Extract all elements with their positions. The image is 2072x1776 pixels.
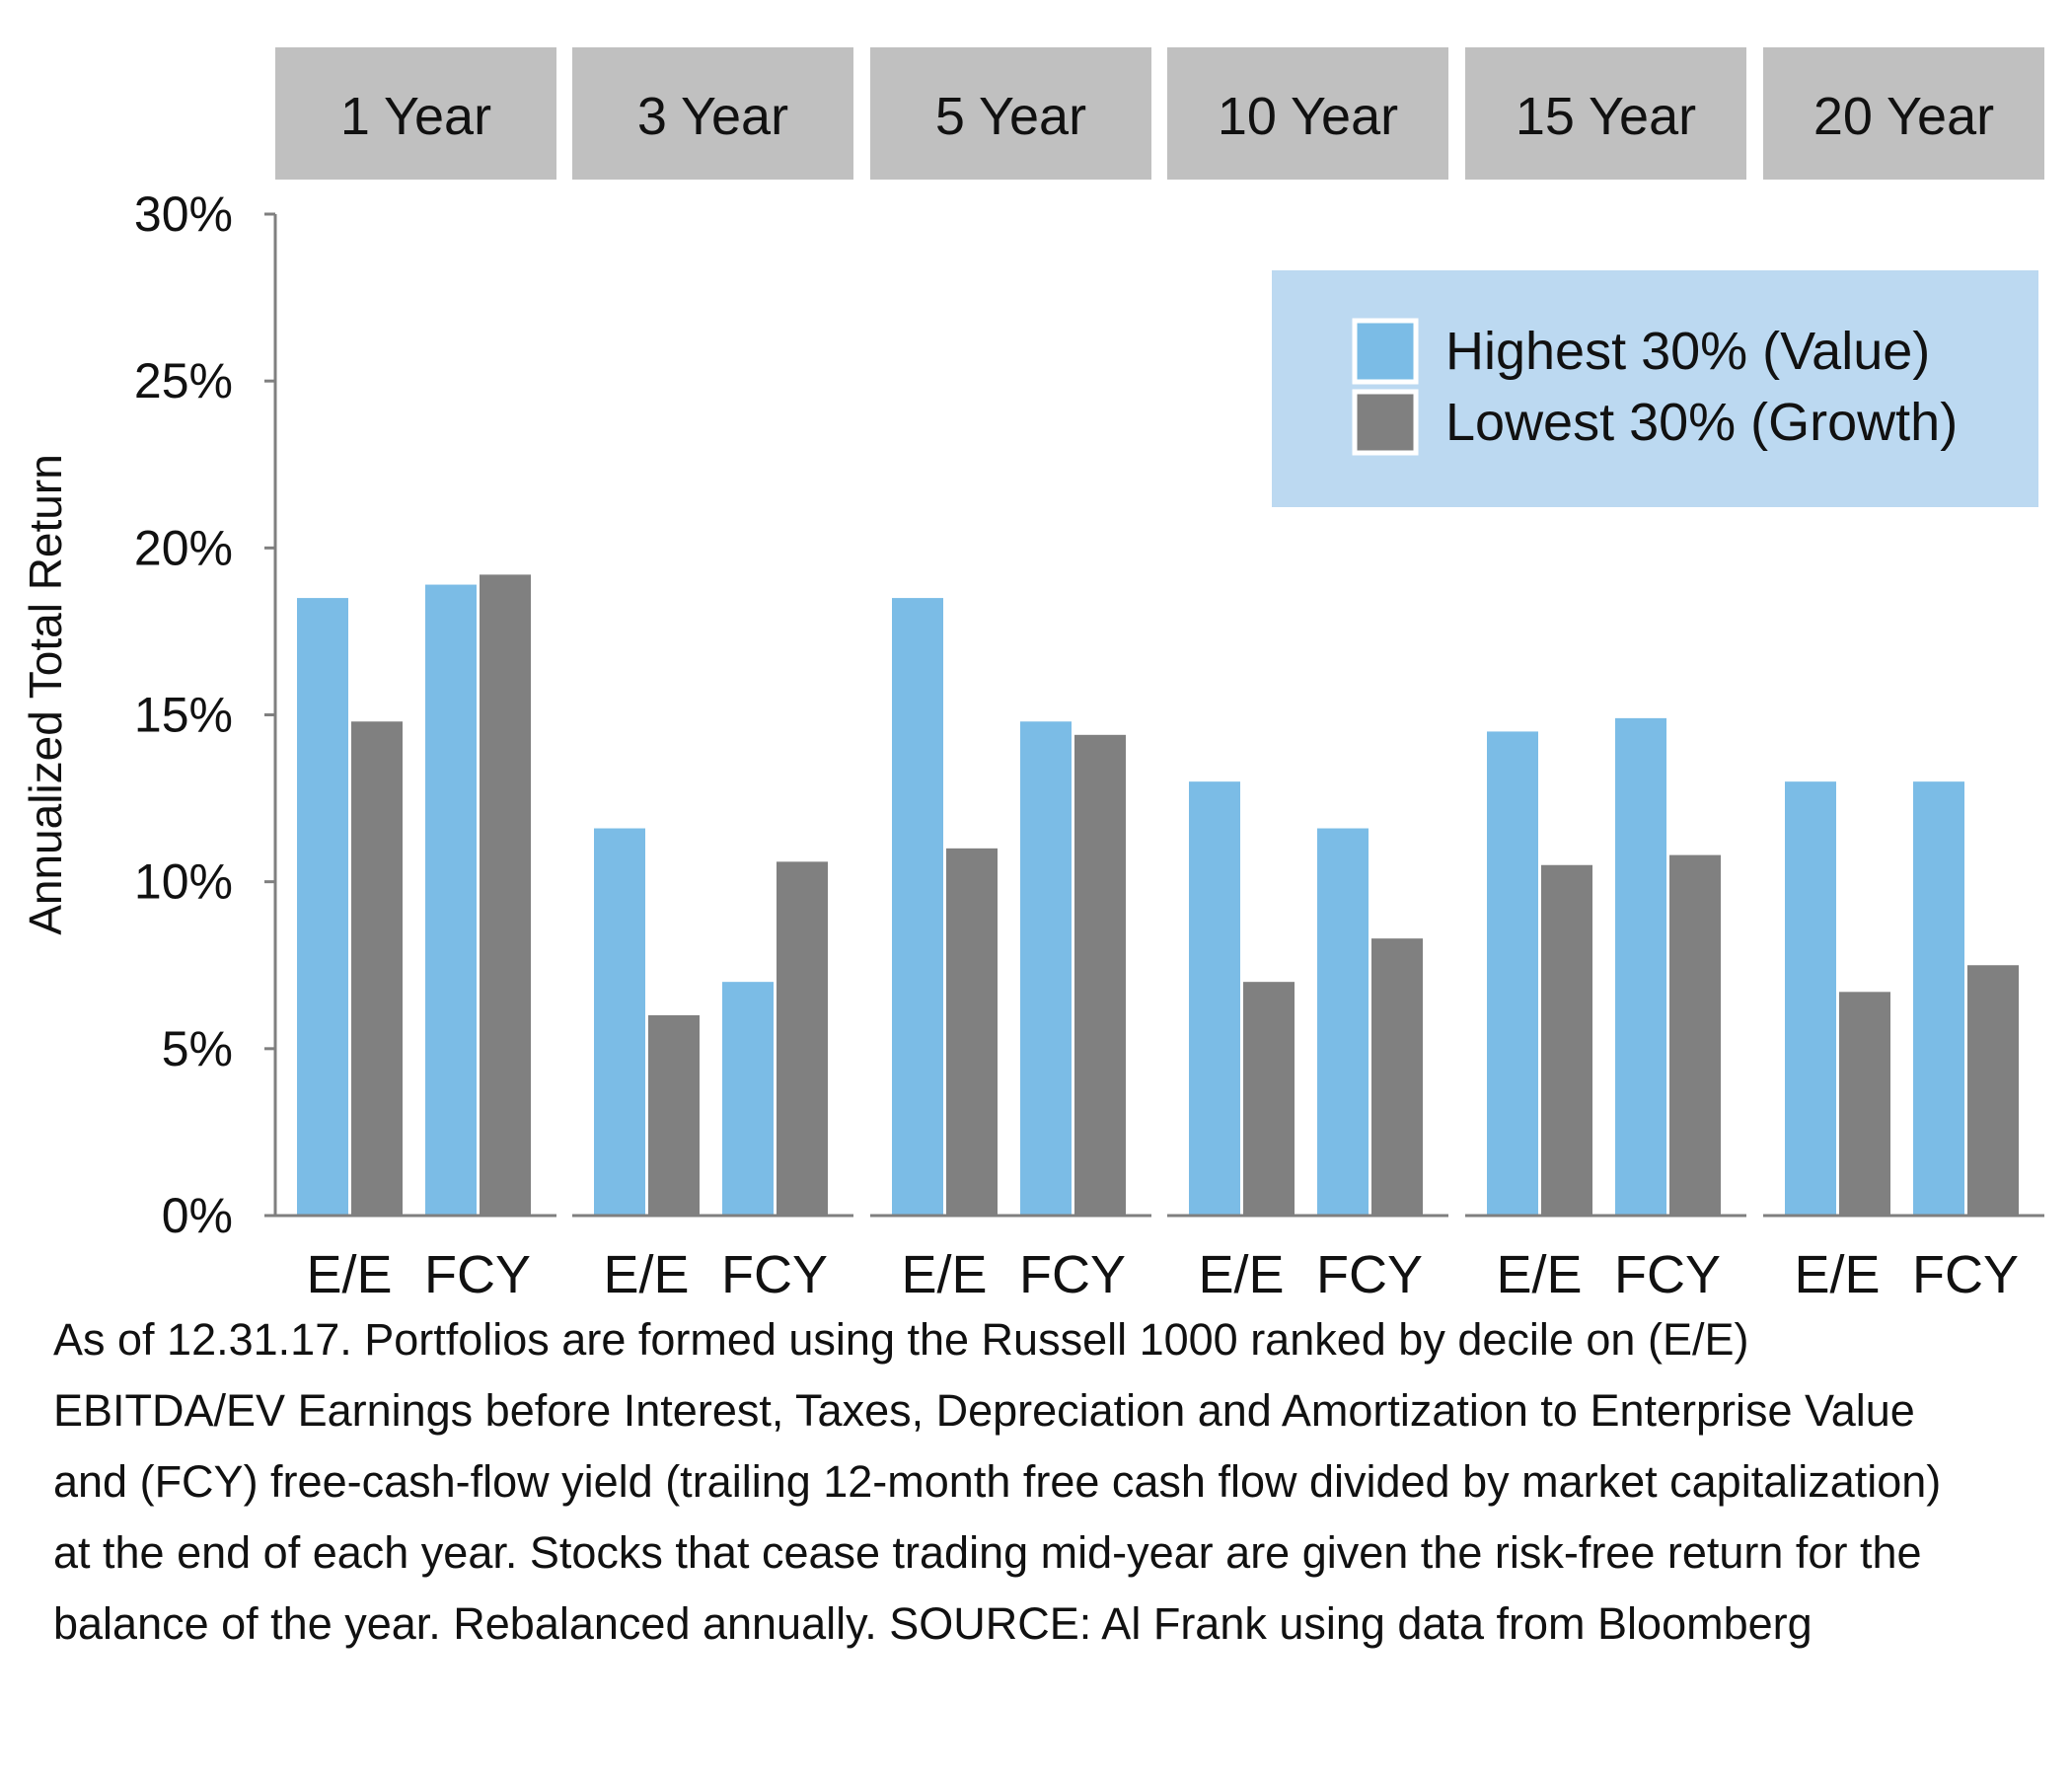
bar-growth-fcy bbox=[1967, 965, 2019, 1216]
panel-header-bg bbox=[1465, 47, 1746, 180]
panel-header-label: 10 Year bbox=[1218, 87, 1398, 146]
legend-label: Highest 30% (Value) bbox=[1445, 322, 1930, 381]
x-category-label: E/E bbox=[1198, 1245, 1284, 1302]
legend-swatch bbox=[1352, 318, 1419, 385]
x-category-label: FCY bbox=[1316, 1245, 1423, 1302]
bar-value-ee bbox=[1487, 731, 1538, 1216]
legend: Highest 30% (Value) Lowest 30% (Growth) bbox=[1272, 270, 2038, 507]
panel-headers: 1 Year 3 Year 5 Year 10 Year 15 Year 20 Year bbox=[275, 47, 2044, 180]
bar-value-fcy bbox=[1615, 717, 1666, 1216]
bar-growth-ee bbox=[1243, 982, 1295, 1216]
y-axis: 0% 5% 10% 15% 20% 25% 30% bbox=[134, 186, 277, 1243]
x-category-label: E/E bbox=[901, 1245, 987, 1302]
bar-growth-ee bbox=[648, 1015, 700, 1216]
x-category-label: FCY bbox=[1019, 1245, 1126, 1302]
bar-chart: 1 Year 3 Year 5 Year 10 Year 15 Year 20 Year … bbox=[20, 47, 2044, 1302]
legend-box bbox=[1272, 270, 2038, 507]
bar-growth-ee bbox=[946, 848, 998, 1216]
x-category-label: E/E bbox=[1794, 1245, 1880, 1302]
legend-label: Lowest 30% (Growth) bbox=[1445, 393, 1958, 452]
bar-growth-fcy bbox=[1669, 854, 1721, 1216]
panel-header-label: 5 Year bbox=[935, 87, 1086, 146]
x-category-label: FCY bbox=[721, 1245, 828, 1302]
x-category-label: FCY bbox=[424, 1245, 531, 1302]
panel-header-label: 15 Year bbox=[1516, 87, 1696, 146]
panel-header-bg bbox=[870, 47, 1151, 180]
panel-header-label: 1 Year bbox=[340, 87, 491, 146]
x-axis: E/E FCY E/E FCY E/E FCY E/E FCY E/E FCY E/E FCY bbox=[275, 1214, 2044, 1302]
x-category-label: FCY bbox=[1614, 1245, 1721, 1302]
bar-value-ee bbox=[297, 598, 348, 1216]
y-tick-label: 0% bbox=[162, 1188, 233, 1243]
bar-value-ee bbox=[892, 598, 943, 1216]
panel-header-label: 3 Year bbox=[637, 87, 788, 146]
bar-value-fcy bbox=[1020, 721, 1072, 1216]
bar-value-ee bbox=[594, 828, 645, 1216]
bar-growth-ee bbox=[1541, 864, 1592, 1216]
panel-header-label: 20 Year bbox=[1813, 87, 1994, 146]
bar-value-fcy bbox=[1913, 781, 1964, 1216]
x-category-label: E/E bbox=[306, 1245, 392, 1302]
panel-header-bg bbox=[1763, 47, 2044, 180]
x-category-label: FCY bbox=[1912, 1245, 2019, 1302]
bar-value-fcy bbox=[1317, 828, 1369, 1216]
bar-value-ee bbox=[1189, 781, 1240, 1216]
footnote: As of 12.31.17. Portfolios are formed us… bbox=[53, 1314, 1942, 1649]
x-category-label: E/E bbox=[1496, 1245, 1582, 1302]
legend-swatch bbox=[1352, 389, 1419, 456]
bar-value-fcy bbox=[722, 982, 774, 1216]
y-axis-label: Annualized Total Return bbox=[20, 454, 71, 935]
bar-growth-fcy bbox=[1074, 734, 1126, 1216]
y-tick-label: 20% bbox=[134, 520, 233, 575]
y-tick-label: 30% bbox=[134, 186, 233, 242]
bar-growth-ee bbox=[1839, 992, 1890, 1216]
bars bbox=[297, 574, 2019, 1216]
panel-header-bg bbox=[275, 47, 556, 180]
y-tick-label: 15% bbox=[134, 688, 233, 743]
y-tick-label: 25% bbox=[134, 353, 233, 408]
panel-header-bg bbox=[1167, 47, 1448, 180]
x-category-label: E/E bbox=[603, 1245, 689, 1302]
y-tick-label: 10% bbox=[134, 854, 233, 910]
bar-growth-fcy bbox=[1371, 938, 1423, 1216]
bar-value-fcy bbox=[425, 584, 477, 1216]
y-tick-label: 5% bbox=[162, 1021, 233, 1076]
panel-header-bg bbox=[572, 47, 853, 180]
bar-value-ee bbox=[1785, 781, 1836, 1216]
bar-growth-fcy bbox=[480, 574, 531, 1216]
bar-growth-ee bbox=[351, 721, 403, 1216]
bar-growth-fcy bbox=[777, 861, 828, 1216]
